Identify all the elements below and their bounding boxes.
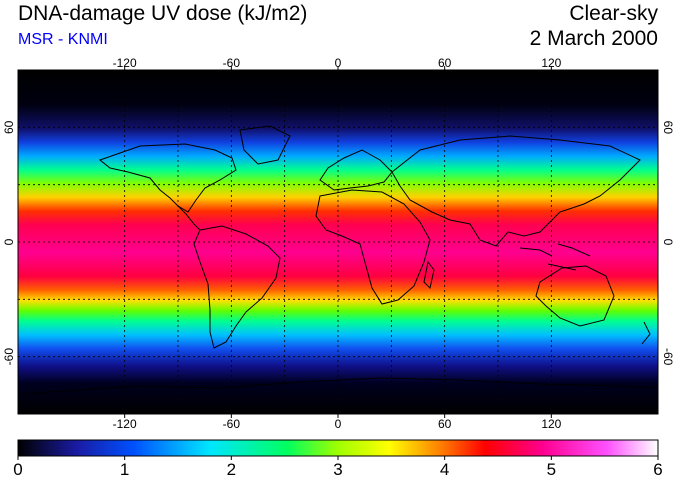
new-zealand-outline: [641, 321, 651, 345]
lat-tick-label-left: 0: [2, 238, 16, 245]
greenland-outline: [239, 125, 291, 165]
lon-tick-label-bottom: 0: [335, 417, 342, 431]
colorbar-label: 5: [547, 460, 556, 479]
lon-tick-label-bottom: -60: [223, 417, 241, 431]
colorbar-label: 2: [227, 460, 236, 479]
lat-tick-label-right: -60: [661, 348, 675, 366]
south-america-outline: [193, 225, 281, 349]
map-title: DNA-damage UV dose (kJ/m2): [18, 2, 308, 25]
source-label: MSR - KNMI: [18, 31, 108, 48]
date-label: 2 March 2000: [529, 27, 658, 50]
colorbar-label: 4: [440, 460, 449, 479]
lat-tick-label-right: 0: [661, 239, 675, 246]
lon-tick-label-top: -120: [113, 56, 137, 70]
north-america-outline: [98, 143, 237, 213]
lon-tick-label-top: 120: [541, 56, 561, 70]
lon-tick-label-bottom: 60: [438, 417, 452, 431]
colorbar-label: 1: [120, 460, 129, 479]
coastlines: [19, 125, 658, 395]
lon-tick-label-top: -60: [223, 56, 241, 70]
central-america-outline: [177, 205, 201, 231]
lon-tick-label-top: 0: [335, 56, 342, 70]
africa-outline: [315, 189, 431, 305]
lat-tick-label-left: -60: [2, 348, 16, 366]
lon-tick-label-bottom: 120: [541, 417, 561, 431]
madagascar-outline: [423, 260, 435, 289]
colorbar: 0 1 2 3 4 5 6: [13, 439, 663, 479]
colorbar-label: 3: [333, 460, 342, 479]
lat-tick-label-right: 60: [661, 121, 675, 135]
lat-tick-label-left: 60: [2, 120, 16, 134]
condition-label: Clear-sky: [569, 2, 658, 25]
antarctica-outline: [19, 377, 658, 395]
colorbar-labels: 0 1 2 3 4 5 6: [13, 456, 663, 479]
grid-lines: [18, 70, 658, 414]
axis-labels: -120 -120 -60 -60 0 0 60 60 120 120 60 60 0 0 -60 -60: [2, 56, 675, 431]
indonesia-outline: [519, 243, 591, 271]
lon-tick-label-top: 60: [438, 56, 452, 70]
lon-tick-label-bottom: -120: [113, 417, 137, 431]
colorbar-label: 6: [653, 460, 662, 479]
australia-outline: [535, 265, 615, 327]
colorbar-label: 0: [13, 460, 22, 479]
asia-outline: [391, 135, 641, 247]
colorbar-ramp: [17, 439, 659, 457]
